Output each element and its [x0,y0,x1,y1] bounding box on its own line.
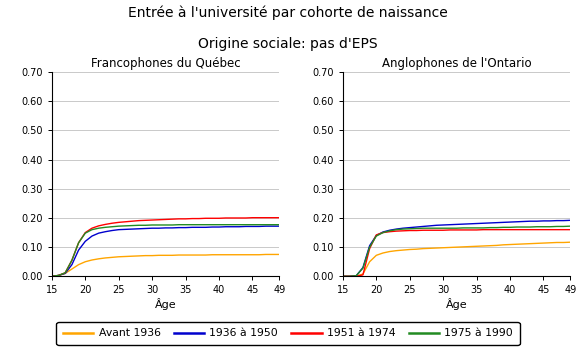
Title: Anglophones de l'Ontario: Anglophones de l'Ontario [382,57,532,70]
X-axis label: Âge: Âge [155,298,176,310]
Title: Francophones du Québec: Francophones du Québec [90,57,240,70]
X-axis label: Âge: Âge [446,298,467,310]
Text: Entrée à l'université par cohorte de naissance: Entrée à l'université par cohorte de nai… [128,5,448,20]
Text: Origine sociale: pas d'EPS: Origine sociale: pas d'EPS [198,37,378,51]
Legend: Avant 1936, 1936 à 1950, 1951 à 1974, 1975 à 1990: Avant 1936, 1936 à 1950, 1951 à 1974, 19… [56,322,520,345]
